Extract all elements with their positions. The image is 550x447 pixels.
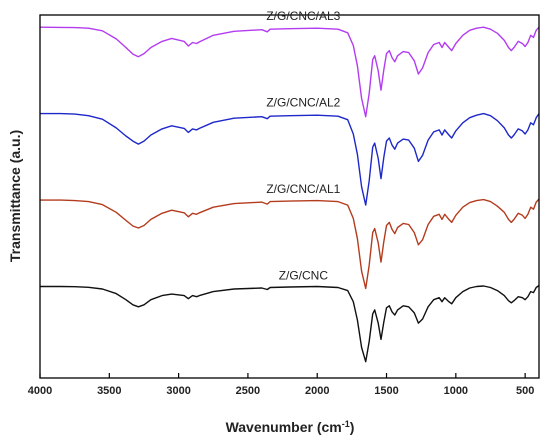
series-line-2 <box>40 198 540 290</box>
x-tick-label-3: 2500 <box>236 385 260 397</box>
x-tick-label-0: 4000 <box>28 385 52 397</box>
y-axis-title: Transmittance (a.u.) <box>7 130 23 262</box>
series-line-0 <box>39 26 540 118</box>
x-axis-title: Wavenumber (cm-1) <box>226 419 355 435</box>
series-line-1 <box>40 112 540 206</box>
x-tick-label-7: 500 <box>516 385 534 397</box>
plot-frame <box>39 14 540 379</box>
x-axis-title-sup: -1 <box>342 419 350 429</box>
x-tick-label-5: 1500 <box>374 385 398 397</box>
x-ticks: 4000 3500 3000 2500 2000 1500 1000 500 <box>28 373 534 397</box>
series-labels: Z/G/CNC/AL3 Z/G/CNC/AL2 Z/G/CNC/AL1 Z/G/CNC <box>266 9 340 282</box>
series-line-3 <box>40 284 540 363</box>
x-tick-label-2: 3000 <box>166 385 190 397</box>
x-tick-label-1: 3500 <box>97 385 121 397</box>
series-label-0: Z/G/CNC/AL3 <box>266 9 340 23</box>
series-label-3: Z/G/CNC <box>279 268 329 282</box>
x-tick-label-4: 2000 <box>305 385 329 397</box>
series-label-1: Z/G/CNC/AL2 <box>266 96 340 110</box>
spectra-group <box>39 26 540 363</box>
series-label-2: Z/G/CNC/AL1 <box>266 182 340 196</box>
x-axis-title-tail: ) <box>350 419 355 435</box>
x-tick-label-6: 1000 <box>444 385 468 397</box>
